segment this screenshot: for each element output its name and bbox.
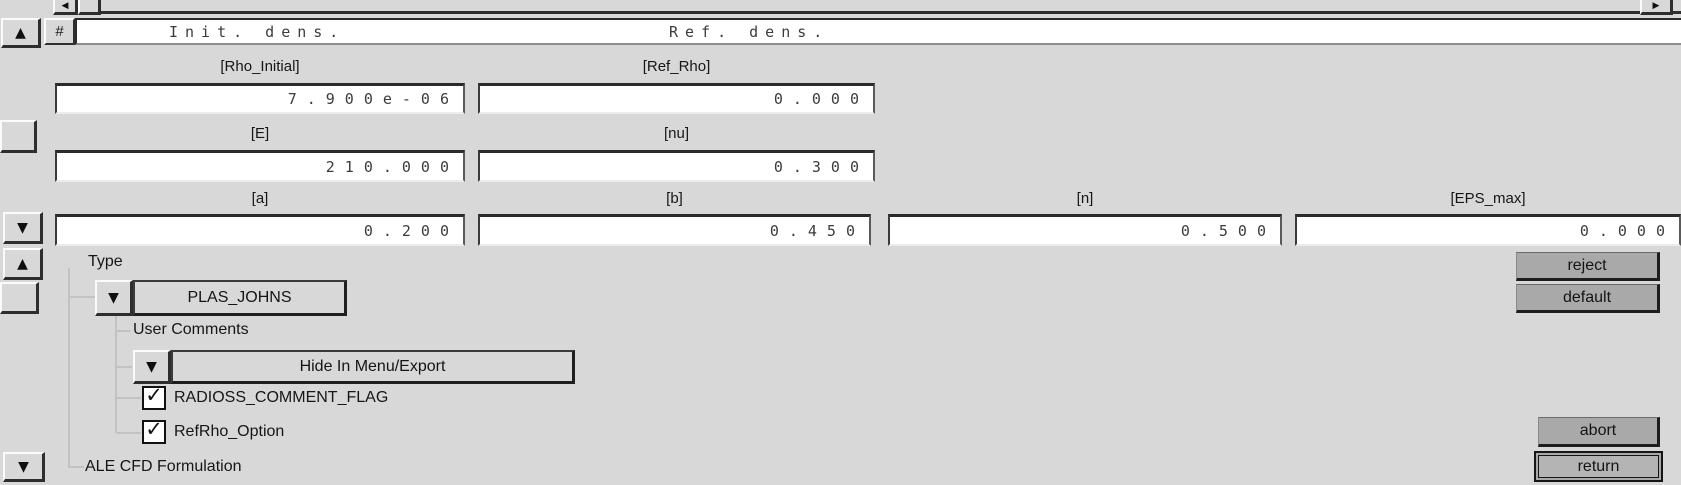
- field-label-rho-initial: [Rho_Initial]: [220, 58, 300, 75]
- return-button-label: return: [1538, 455, 1659, 478]
- field-input-eps-max[interactable]: [1295, 214, 1681, 246]
- tree-line: [115, 316, 117, 433]
- tree-line: [117, 366, 132, 368]
- h-scrollbar-thumb[interactable]: [78, 0, 101, 15]
- scroll-up-button[interactable]: ▲: [1, 18, 41, 48]
- user-comments-label: User Comments: [133, 321, 249, 338]
- radioss-comment-flag-label: RADIOSS_COMMENT_FLAG: [174, 389, 389, 406]
- type-value-button[interactable]: PLAS_JOHNS: [133, 280, 347, 316]
- field-label-nu: [nu]: [663, 125, 690, 142]
- field-input-a[interactable]: [55, 214, 465, 246]
- ale-cfd-formulation-label: ALE CFD Formulation: [85, 458, 242, 475]
- field-label-a: [a]: [251, 190, 269, 207]
- card-header-comment-field[interactable]: Init. dens. Ref. dens.: [75, 18, 1681, 45]
- tree-line: [117, 330, 131, 332]
- scroll-down-button-2[interactable]: ▼: [3, 452, 45, 482]
- field-input-ref-rho[interactable]: [478, 83, 875, 114]
- field-input-b[interactable]: [478, 214, 871, 246]
- h-scrollbar-track[interactable]: [55, 11, 1681, 14]
- arrow-left-icon: ◀: [61, 0, 69, 11]
- scroll-down-button-1[interactable]: ▼: [3, 212, 43, 244]
- field-label-n: [n]: [1076, 190, 1094, 207]
- field-input-e[interactable]: [55, 150, 465, 182]
- tree-line: [117, 432, 141, 434]
- field-input-n[interactable]: [888, 214, 1282, 246]
- return-button[interactable]: return: [1534, 451, 1663, 482]
- field-label-b: [b]: [666, 190, 683, 207]
- comment-index-cell: #: [44, 18, 75, 45]
- tree-line: [70, 296, 95, 298]
- abort-button[interactable]: abort: [1538, 417, 1660, 447]
- field-input-rho-initial[interactable]: [55, 83, 465, 114]
- header-col-ref-dens: Ref. dens.: [669, 23, 830, 41]
- field-label-eps-max: [EPS_max]: [1450, 190, 1526, 207]
- scroll-up-button-2[interactable]: ▲: [3, 248, 43, 280]
- arrow-up-icon: ▲: [17, 255, 28, 272]
- check-icon: ✓: [145, 382, 163, 407]
- chevron-down-icon: ▼: [108, 289, 119, 306]
- default-button[interactable]: default: [1516, 284, 1660, 313]
- comments-mode-value-button[interactable]: Hide In Menu/Export: [171, 350, 575, 384]
- type-label: Type: [88, 253, 123, 270]
- refrho-option-label: RefRho_Option: [174, 423, 285, 440]
- arrow-right-icon: ▶: [1652, 0, 1660, 11]
- h-scrollbar-left-button[interactable]: ◀: [53, 0, 78, 15]
- field-label-ref-rho: [Ref_Rho]: [642, 58, 711, 75]
- comments-mode-dropdown-button[interactable]: ▼: [133, 350, 171, 384]
- refrho-option-checkbox[interactable]: ✓: [142, 416, 166, 444]
- side-blank-button-1[interactable]: [0, 120, 37, 153]
- side-blank-button-2[interactable]: [0, 282, 39, 314]
- tree-line: [68, 268, 70, 468]
- field-label-e: [E]: [250, 125, 270, 142]
- check-icon: ✓: [145, 416, 163, 441]
- h-scrollbar-right-button[interactable]: ▶: [1640, 0, 1673, 15]
- arrow-down-icon: ▼: [18, 458, 29, 475]
- radioss-comment-flag-checkbox[interactable]: ✓: [142, 382, 166, 410]
- reject-button[interactable]: reject: [1516, 252, 1660, 281]
- tree-line: [117, 397, 141, 399]
- arrow-up-icon: ▲: [15, 24, 26, 41]
- type-dropdown-button[interactable]: ▼: [95, 280, 133, 316]
- header-col-init-dens: Init. dens.: [169, 23, 346, 41]
- tree-line: [70, 466, 84, 468]
- field-input-nu[interactable]: [478, 150, 875, 182]
- chevron-down-icon: ▼: [146, 358, 157, 375]
- arrow-down-icon: ▼: [17, 219, 28, 236]
